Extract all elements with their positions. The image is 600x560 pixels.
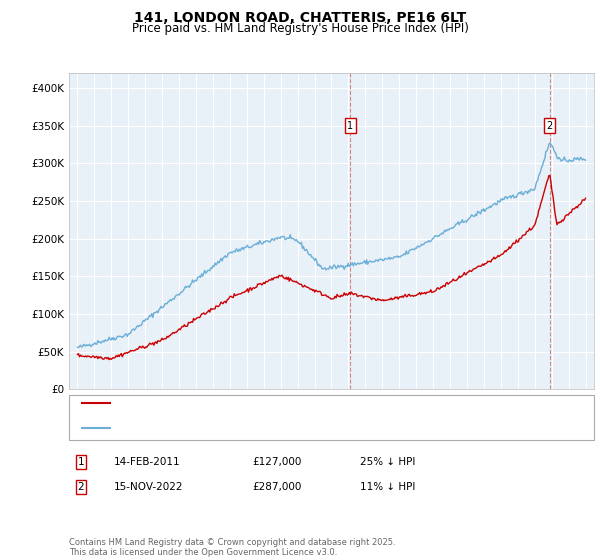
Text: 25% ↓ HPI: 25% ↓ HPI — [360, 457, 415, 467]
Text: Price paid vs. HM Land Registry's House Price Index (HPI): Price paid vs. HM Land Registry's House … — [131, 22, 469, 35]
Text: 141, LONDON ROAD, CHATTERIS, PE16 6LT (detached house): 141, LONDON ROAD, CHATTERIS, PE16 6LT (d… — [117, 398, 434, 408]
Text: 11% ↓ HPI: 11% ↓ HPI — [360, 482, 415, 492]
Text: 14-FEB-2011: 14-FEB-2011 — [114, 457, 181, 467]
Text: £127,000: £127,000 — [252, 457, 301, 467]
Text: 1: 1 — [77, 457, 85, 467]
Text: 15-NOV-2022: 15-NOV-2022 — [114, 482, 184, 492]
Text: Contains HM Land Registry data © Crown copyright and database right 2025.
This d: Contains HM Land Registry data © Crown c… — [69, 538, 395, 557]
Text: 141, LONDON ROAD, CHATTERIS, PE16 6LT: 141, LONDON ROAD, CHATTERIS, PE16 6LT — [134, 11, 466, 25]
Text: HPI: Average price, detached house, Fenland: HPI: Average price, detached house, Fenl… — [117, 423, 351, 433]
Text: 2: 2 — [77, 482, 85, 492]
Text: 1: 1 — [347, 120, 353, 130]
Text: 2: 2 — [547, 120, 553, 130]
Text: £287,000: £287,000 — [252, 482, 301, 492]
